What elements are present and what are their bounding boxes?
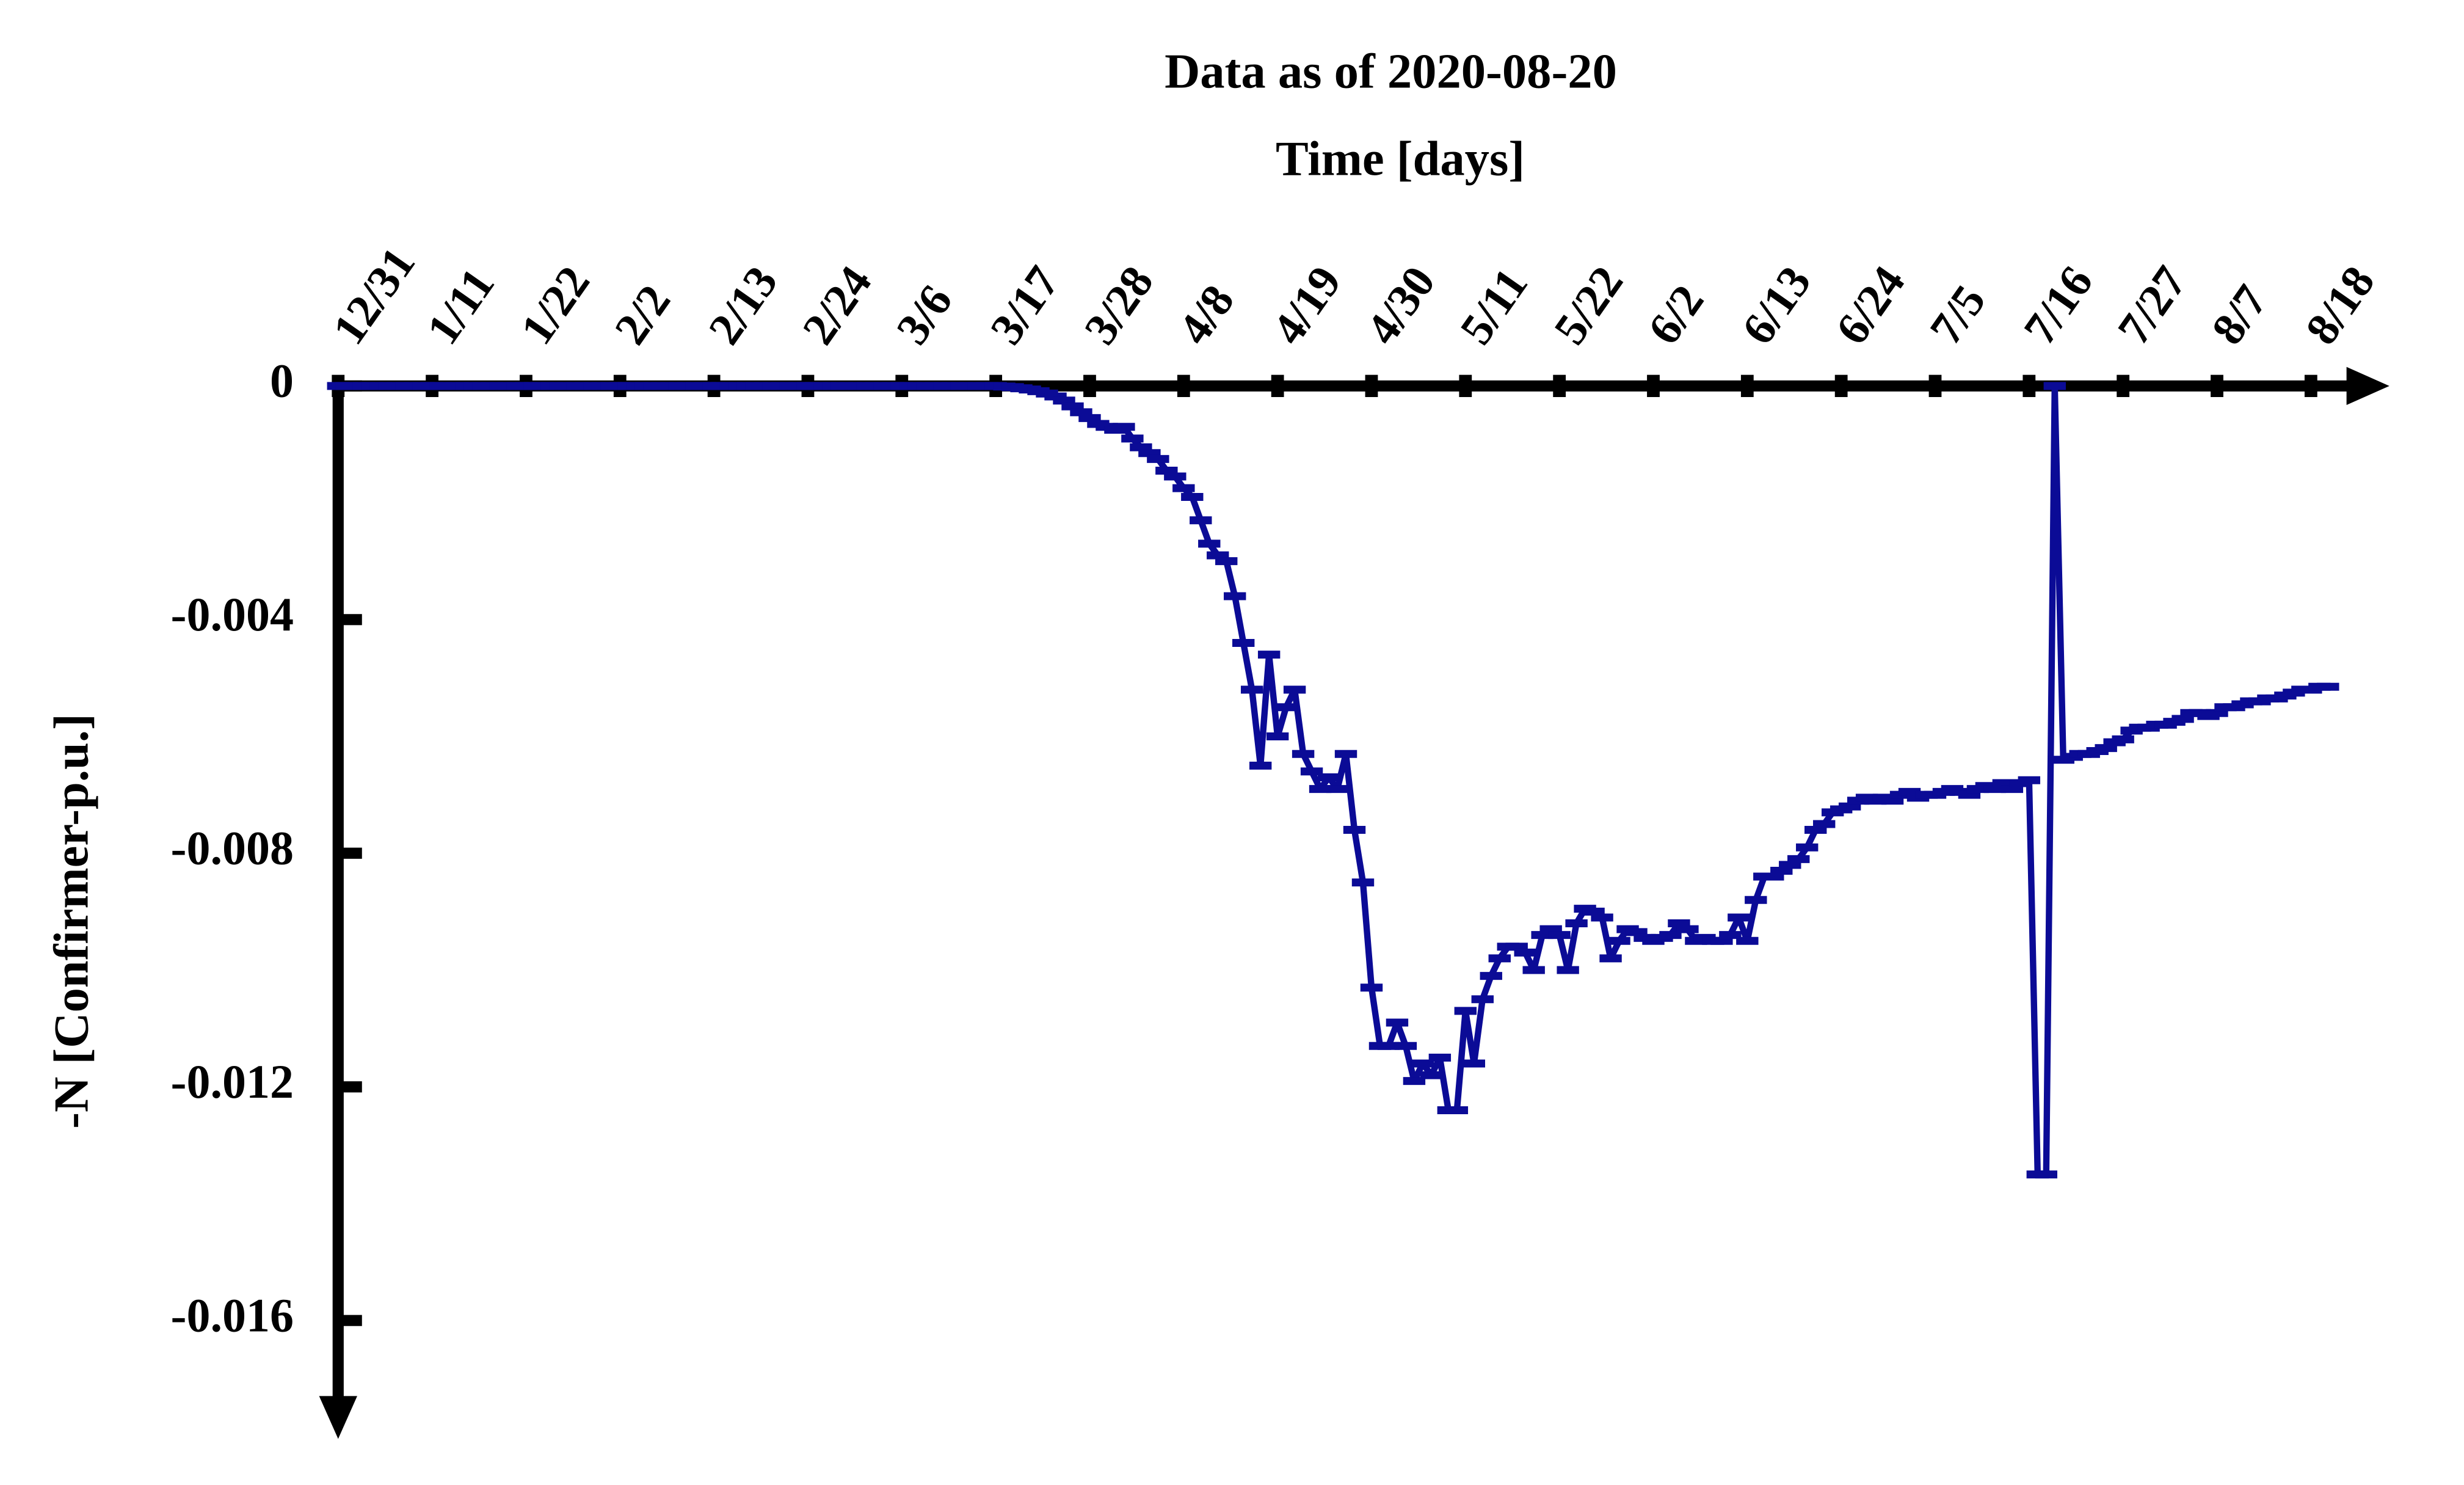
x-tick-label: 3/17 [981, 257, 1069, 353]
x-tick-label: 3/28 [1075, 257, 1163, 353]
y-axis-arrow [319, 1396, 357, 1439]
x-tick-label: 2/13 [699, 257, 788, 353]
x-tick-label: 6/2 [1638, 276, 1714, 354]
x-tick-label: 6/13 [1732, 257, 1821, 353]
x-tick-label: 7/5 [1921, 276, 1996, 354]
x-tick-label: 1/22 [511, 257, 600, 353]
y-tick-label: -0.016 [171, 1290, 294, 1342]
x-axis-arrow [2346, 367, 2389, 406]
x-tick-label: 8/7 [2202, 276, 2277, 354]
x-tick-label: 4/30 [1357, 257, 1445, 353]
x-tick-label: 6/24 [1826, 257, 1915, 353]
x-axis-label: Time [days] [1276, 131, 1525, 186]
y-tick-label: 0 [270, 355, 294, 407]
x-tick-label: 12/31 [323, 238, 424, 353]
y-tick-label: -0.008 [171, 822, 294, 875]
x-tick-label: 5/22 [1544, 257, 1633, 353]
x-tick-label: 1/11 [417, 260, 504, 354]
x-tick-label: 4/19 [1263, 257, 1351, 353]
x-tick-label: 2/2 [605, 276, 680, 354]
chart-title: Data as of 2020-08-20 [1165, 44, 1617, 98]
x-tick-label: 5/11 [1451, 260, 1538, 354]
x-tick-label: 7/16 [2015, 257, 2103, 353]
x-tick-label: 7/27 [2108, 257, 2197, 353]
y-axis-label: -N [Confirmer-p.u.] [44, 713, 98, 1129]
x-tick-label: 4/8 [1169, 276, 1244, 354]
y-tick-label: -0.004 [171, 588, 294, 641]
x-tick-label: 2/24 [793, 257, 882, 353]
x-tick-label: 8/18 [2296, 257, 2385, 353]
x-tick-label: 3/6 [887, 276, 962, 354]
y-tick-label: -0.012 [171, 1056, 294, 1108]
